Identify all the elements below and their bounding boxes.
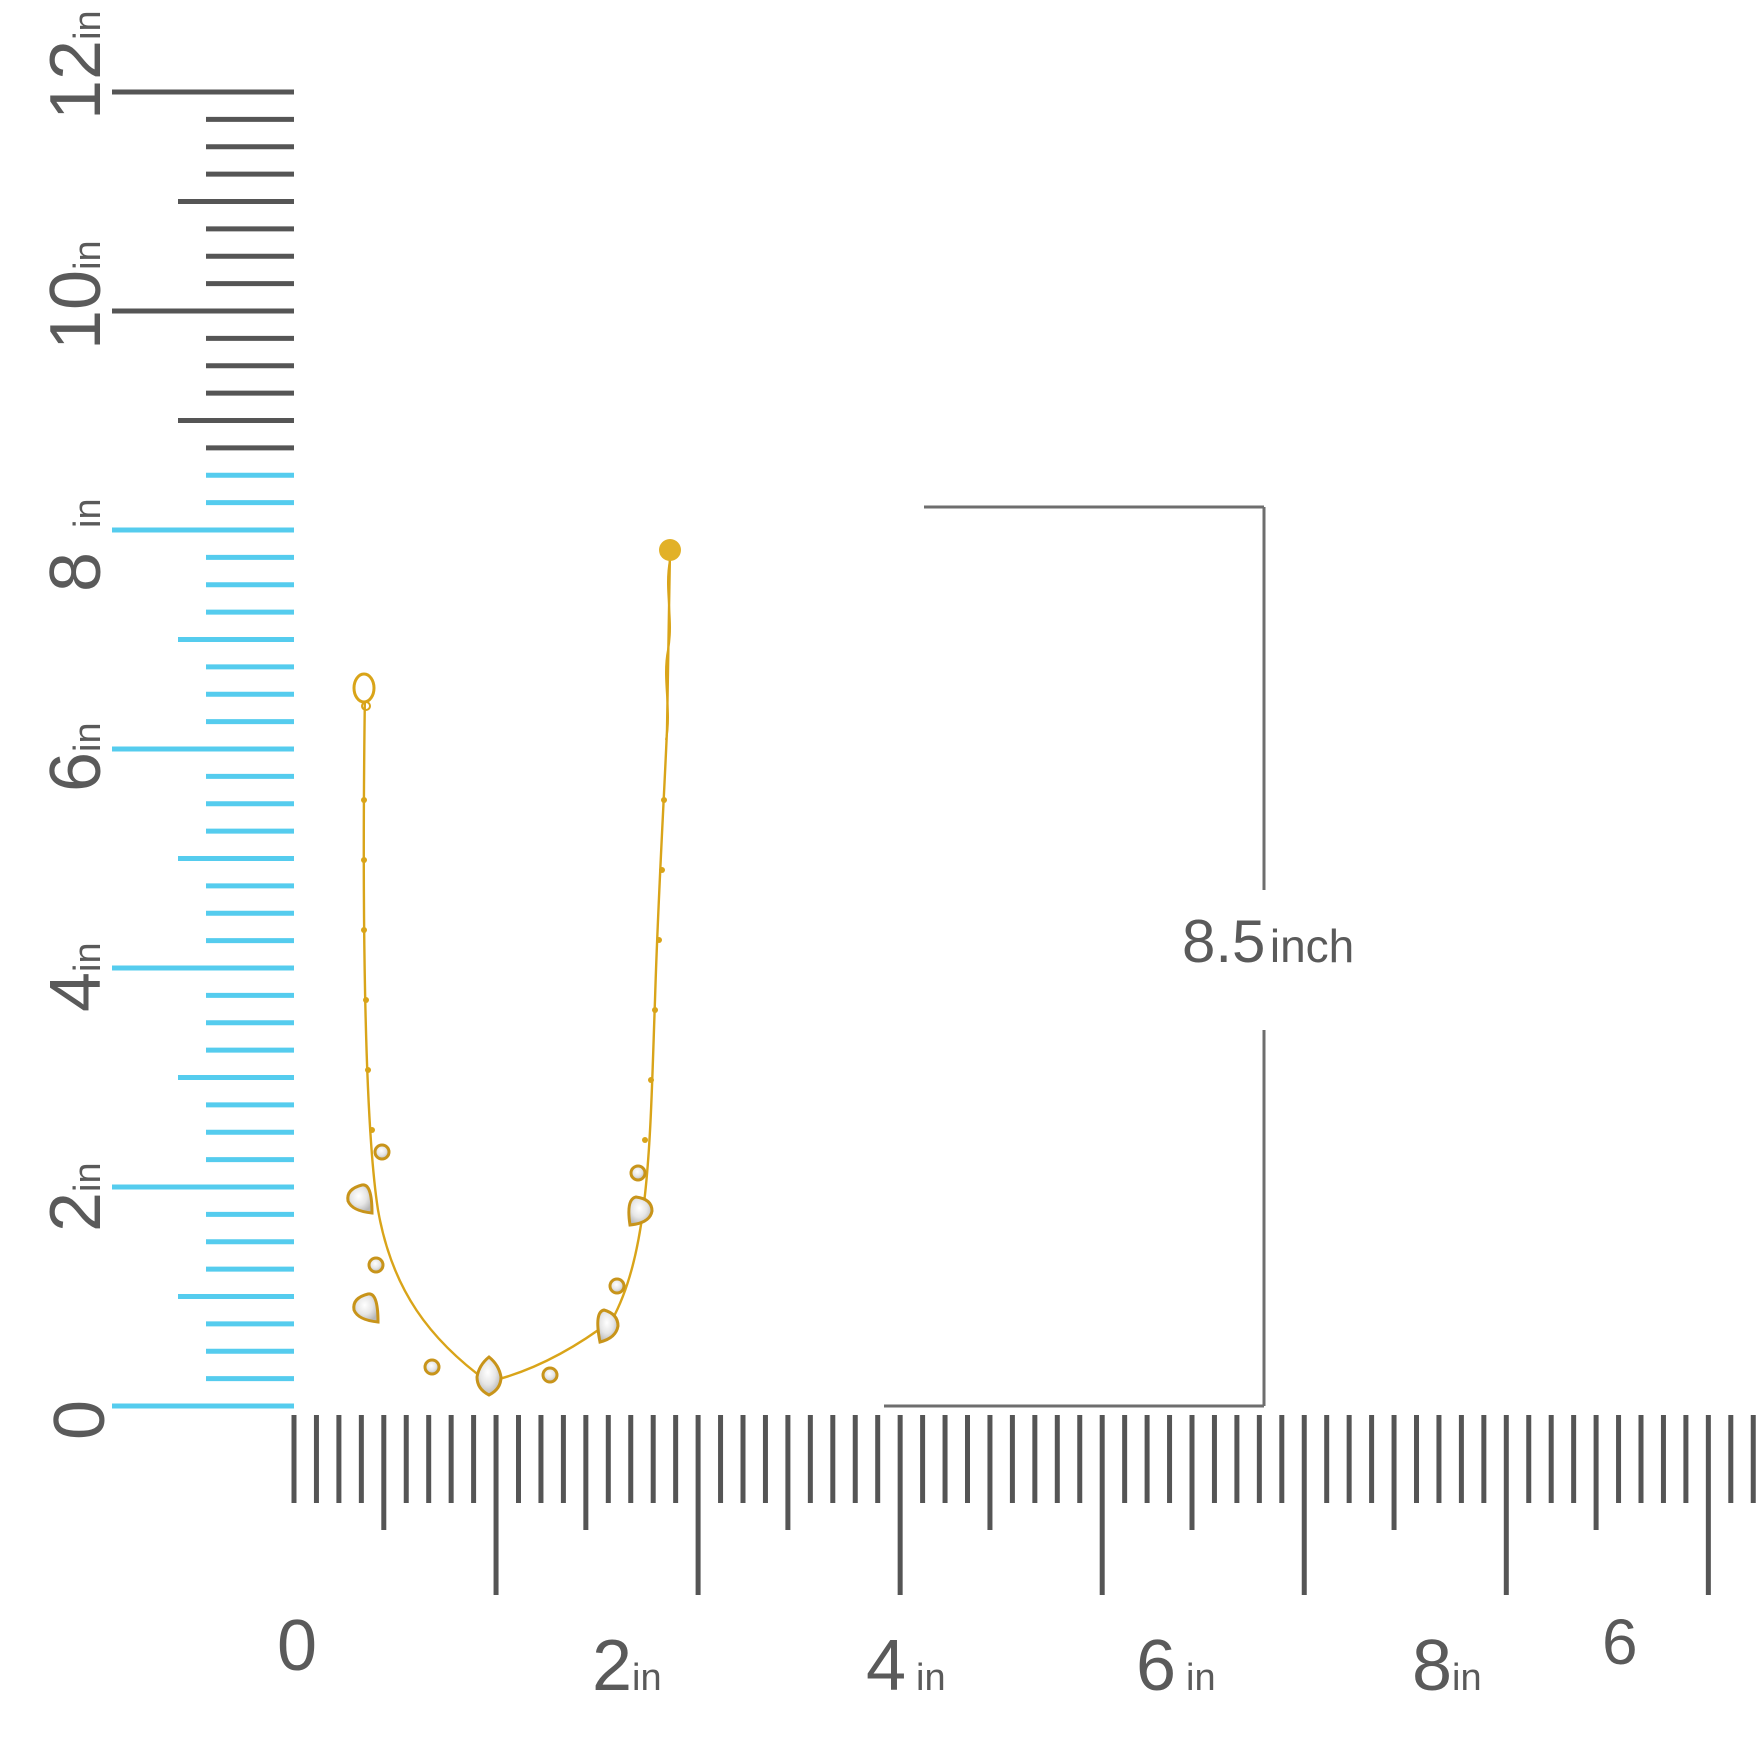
- hruler-label-8: 8in: [1412, 1626, 1482, 1706]
- hruler-label-0: 0: [277, 1606, 318, 1686]
- vertical-ruler: [112, 89, 294, 1409]
- vruler-label-4: 4in: [36, 942, 116, 1012]
- hruler-label-6: 6 in: [1136, 1626, 1216, 1706]
- crystal-charms: [346, 1143, 654, 1397]
- vruler-label-8: 8in: [36, 498, 116, 592]
- end-tag: [659, 539, 681, 561]
- lobster-clasp: [352, 672, 376, 711]
- horizontal-ruler: [291, 1415, 1756, 1595]
- dimension-bracket: [884, 505, 1266, 1408]
- vruler-label-12: 12in: [36, 10, 116, 120]
- vruler-label-10: 10in: [36, 240, 116, 350]
- chain-beads: [361, 797, 667, 1143]
- vruler-label-0: 0: [40, 1399, 120, 1440]
- vruler-label-2: 2in: [36, 1162, 116, 1232]
- vruler-label-6: 6in: [36, 722, 116, 792]
- hruler-label-2: 2in: [592, 1626, 662, 1706]
- hruler-label-6-extra: 6: [1602, 1606, 1638, 1678]
- hruler-label-4: 4 in: [866, 1626, 946, 1706]
- gold-chain: [362, 549, 672, 1384]
- length-dimension-label: 8.5 inch: [1182, 908, 1355, 975]
